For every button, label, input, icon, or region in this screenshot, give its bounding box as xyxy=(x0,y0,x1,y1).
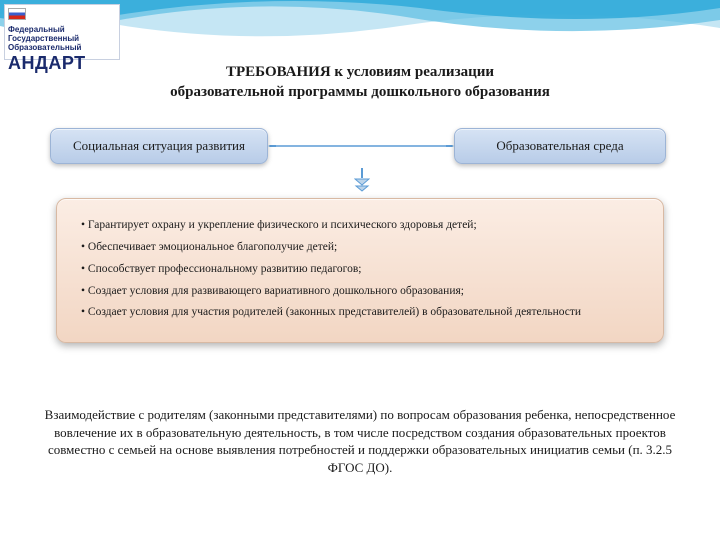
logo-line3: Образовательный xyxy=(8,43,81,52)
pill-edu-environment: Образовательная среда xyxy=(454,128,666,164)
bullet-item: • Создает условия для развивающего вариа… xyxy=(81,281,645,303)
connector-line xyxy=(268,145,454,147)
title-line2: образовательной программы дошкольного об… xyxy=(170,84,550,100)
pill-left-label: Социальная ситуация развития xyxy=(73,138,245,154)
bullet-item: • Создает условия для участия родителей … xyxy=(81,302,645,324)
standard-logo: Федеральный Государственный Образователь… xyxy=(4,4,120,60)
logo-line1: Федеральный xyxy=(8,25,65,34)
bullet-item: • Гарантирует охрану и укрепление физиче… xyxy=(81,215,645,237)
bullet-item: • Способствует профессиональному развити… xyxy=(81,259,645,281)
requirements-box: • Гарантирует охрану и укрепление физиче… xyxy=(56,198,664,343)
arrow-down-icon xyxy=(354,168,370,192)
title-line1: ТРЕБОВАНИЯ к условиям реализации xyxy=(226,64,494,80)
pill-social-situation: Социальная ситуация развития xyxy=(50,128,268,164)
ru-flag-icon xyxy=(8,8,26,20)
bullet-item: • Обеспечивает эмоциональное благополучи… xyxy=(81,237,645,259)
logo-line2: Государственный xyxy=(8,34,79,43)
footer-text: Взаимодействие с родителям (законными пр… xyxy=(40,406,680,476)
pill-right-label: Образовательная среда xyxy=(496,138,623,154)
page-title: ТРЕБОВАНИЯ к условиям реализации образов… xyxy=(0,62,720,103)
